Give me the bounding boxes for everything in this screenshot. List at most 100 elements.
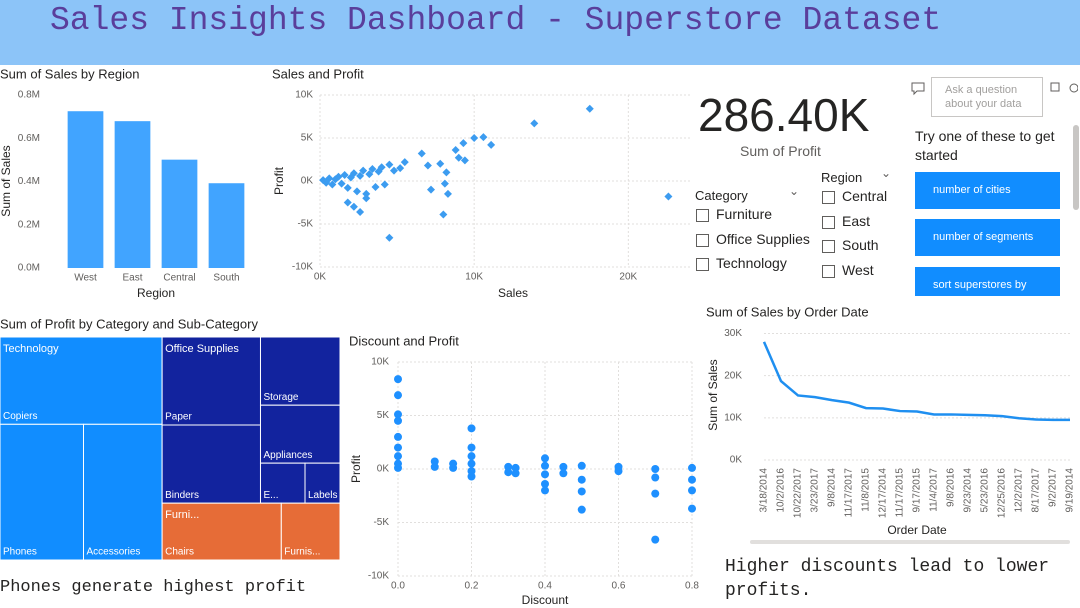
point [504,468,513,477]
checkbox[interactable] [696,209,709,222]
chevron[interactable]: ⌄ [789,184,800,198]
treemap-tile [304,462,341,504]
point [362,194,371,203]
x-tick-label: 9/2/2017 [1048,468,1059,507]
point [356,207,365,216]
scrollbar[interactable] [1073,125,1079,210]
x-tick-label: 10/22/2017 [793,468,804,518]
x-tick-label: 11/17/2015 [895,468,906,518]
x-tick-label: 11/4/2017 [929,468,940,512]
x-tick-label: 10/2/2016 [776,468,787,513]
point [343,198,352,207]
y-tick-label: 10K [371,357,389,368]
tile-label: Copiers [3,411,37,422]
bar [161,159,198,268]
chart-title: Discount and Profit [349,333,459,348]
checkbox[interactable] [822,215,835,229]
dashboard-title: Sales Insights Dashboard - Superstore Da… [50,2,942,39]
y-tick-label: 0K [730,455,743,466]
point [385,233,394,242]
checkbox[interactable] [822,265,835,279]
point [390,166,398,175]
bar [208,183,245,268]
point [559,462,568,471]
qa-input[interactable]: Ask a question about your data [931,77,1043,117]
x-tick-label: 0K [314,272,327,283]
point [371,183,380,192]
chart-title: Sales and Profit [272,66,364,81]
point [396,164,405,173]
x-tick-label: 8/17/2017 [1031,468,1042,513]
point [417,149,426,158]
slicer-item[interactable]: Central [842,188,888,204]
slicer-title: Category [695,188,748,203]
treemap-tile [161,502,282,561]
tile-label: Furnis... [284,547,320,558]
point [614,467,623,476]
point [394,416,402,425]
point [467,459,476,468]
qa-tools[interactable] [1050,82,1078,96]
note: Higher discounts lead to lower profits. [725,557,1050,601]
point [577,487,586,496]
point [479,133,488,142]
treemap-tile [259,404,341,464]
point [577,505,586,514]
line [762,341,1070,422]
y-tick-label: 0.6M [18,133,40,144]
point [343,183,352,192]
x-tick-label: 10K [465,272,483,283]
checkbox[interactable] [822,191,835,204]
tile-label: Phones [3,547,37,558]
slicer-title: Region [821,170,863,185]
point [449,463,458,472]
point [443,189,452,198]
x-tick-label: West [74,273,97,284]
point [400,158,409,167]
x-tick-label: South [213,273,239,284]
checkbox[interactable] [696,258,709,272]
x-tick-label: 0.2 [465,581,479,592]
y-tick-label: 5K [377,410,390,421]
qa-suggestion[interactable]: sort superstores by [915,267,1060,296]
tile-label: Binders [165,490,199,501]
treemap-tile [83,423,163,561]
point [688,504,696,513]
point [541,479,549,488]
tile-label: Storage [263,392,298,403]
point [559,469,568,478]
x-axis-label: Sales [498,286,528,300]
y-tick-label: 20K [724,370,742,381]
point [328,180,337,189]
point [467,424,476,433]
point [467,443,476,452]
x-tick-label: 5/23/2016 [980,468,991,513]
slicer-item[interactable]: Furniture [716,206,773,222]
chevron[interactable]: ⌄ [881,166,892,180]
x-tick-label: 12/17/2014 [878,468,889,518]
point [356,171,365,180]
qa-suggestion[interactable]: number of segments [915,219,1060,256]
y-tick-label: -5K [297,219,313,230]
slicer-item[interactable]: South [842,237,879,254]
checkbox[interactable] [696,233,709,247]
point [365,170,374,179]
point [359,166,368,175]
slicer-item[interactable]: West [842,262,874,279]
slicer-item[interactable]: Office Supplies [716,230,810,247]
qa-suggestion[interactable]: number of cities [915,172,1060,209]
x-tick-label: 0.4 [538,581,552,592]
checkbox[interactable] [822,240,835,254]
point [427,185,435,194]
qa-icon[interactable] [911,82,925,96]
point [651,473,660,482]
qa-prompt: Try one of these to get started [915,128,1055,163]
y-tick-label: -10K [292,262,313,273]
point [541,470,549,479]
bar [114,121,151,268]
slicer-item[interactable]: East [842,212,871,229]
tile-label: Labels [308,490,337,501]
slicer-item[interactable]: Technology [716,255,787,272]
scrollbar[interactable] [750,540,1070,544]
point [377,163,386,172]
